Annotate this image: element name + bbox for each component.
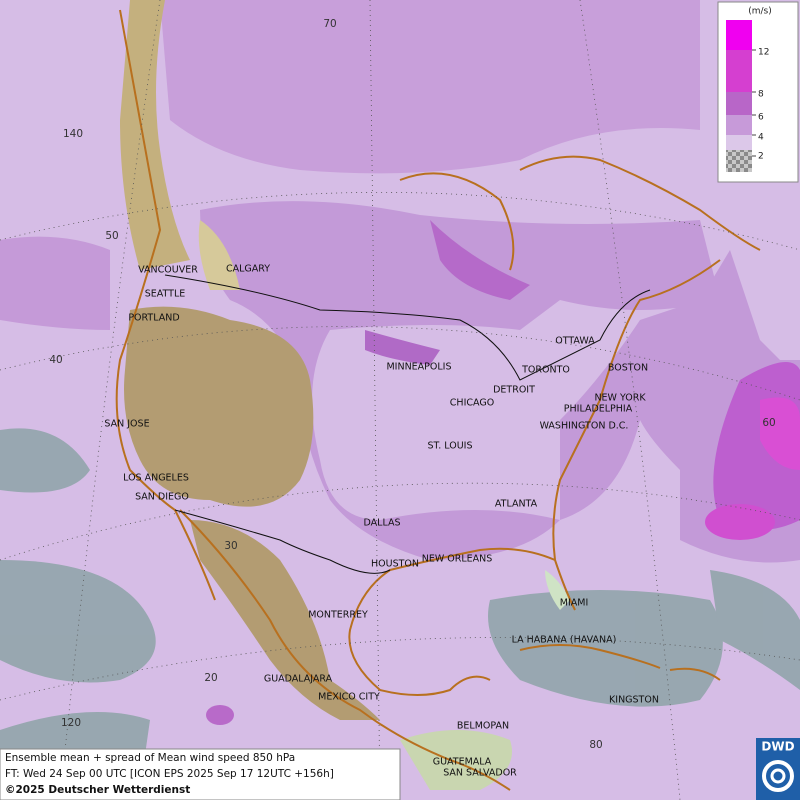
city-label: MONTERREY [308,610,368,621]
legend-label: 12 [758,48,769,58]
city-label: NEW YORK [594,393,646,404]
city-label: GUATEMALA [433,757,492,768]
city-label: BOSTON [608,363,648,374]
logo-text: DWD [761,740,794,754]
city-label: WASHINGTON D.C. [540,421,629,432]
caption-line: ©2025 Deutscher Wetterdienst [5,784,190,796]
graticule-label: 70 [323,18,336,30]
caption-box [0,748,401,800]
city-label: DETROIT [493,385,535,396]
city-label: ST. LOUIS [428,441,473,452]
wind-fields [0,0,800,725]
city-label: HOUSTON [371,559,419,570]
legend-label: 2 [758,152,764,162]
graticule-label: 80 [589,739,602,751]
legend: (m/s) 12 8 6 4 2 [717,1,799,183]
city-label: BELMOPAN [457,721,509,732]
city-label: SAN DIEGO [135,492,189,503]
graticule-label: 40 [49,354,62,366]
city-label: SEATTLE [145,289,186,300]
city-label: CHICAGO [450,398,494,409]
logo-swirl [762,760,794,792]
legend-swatch [726,135,752,150]
city-label: PORTLAND [128,313,179,324]
legend-swatch [726,20,752,50]
city-label: TORONTO [521,365,570,376]
graticule-label: 120 [61,717,81,729]
graticule-label: 20 [204,672,217,684]
graticule-label: 30 [224,540,237,552]
labels: VANCOUVER CALGARY SEATTLE PORTLAND SAN JOSE L… [49,18,775,779]
city-label: OTTAWA [555,336,595,347]
city-label: LA HABANA (HAVANA) [512,635,617,646]
legend-label: 8 [758,90,764,100]
city-label: PHILADELPHIA [564,404,633,415]
legend-unit: (m/s) [748,7,772,17]
graticule-label: 50 [105,230,118,242]
graticule-label: 60 [762,417,775,429]
legend-label: 6 [758,113,764,123]
caption-line: Ensemble mean + spread of Mean wind spee… [5,752,295,764]
legend-swatch [726,150,752,172]
logo-swirl [770,768,786,784]
city-label: VANCOUVER [138,265,198,276]
city-label: MEXICO CITY [318,692,380,703]
city-label: GUADALAJARA [264,674,333,685]
city-label: CALGARY [226,264,270,275]
city-label: MIAMI [560,598,589,609]
city-label: KINGSTON [609,695,659,706]
legend-label: 4 [758,133,764,143]
city-label: LOS ANGELES [123,473,189,484]
city-label: ATLANTA [495,499,538,510]
legend-swatch [726,50,752,92]
city-label: SAN SALVADOR [443,768,517,779]
city-label: MINNEAPOLIS [386,362,451,373]
city-label: SAN JOSE [104,419,149,430]
legend-swatch [726,92,752,115]
graticule-label: 140 [63,128,83,140]
borders [164,274,651,574]
city-label: NEW ORLEANS [422,554,493,565]
caption-line: FT: Wed 24 Sep 00 UTC [ICON EPS 2025 Sep… [5,768,334,780]
legend-swatch [726,115,752,135]
city-label: DALLAS [364,518,401,529]
